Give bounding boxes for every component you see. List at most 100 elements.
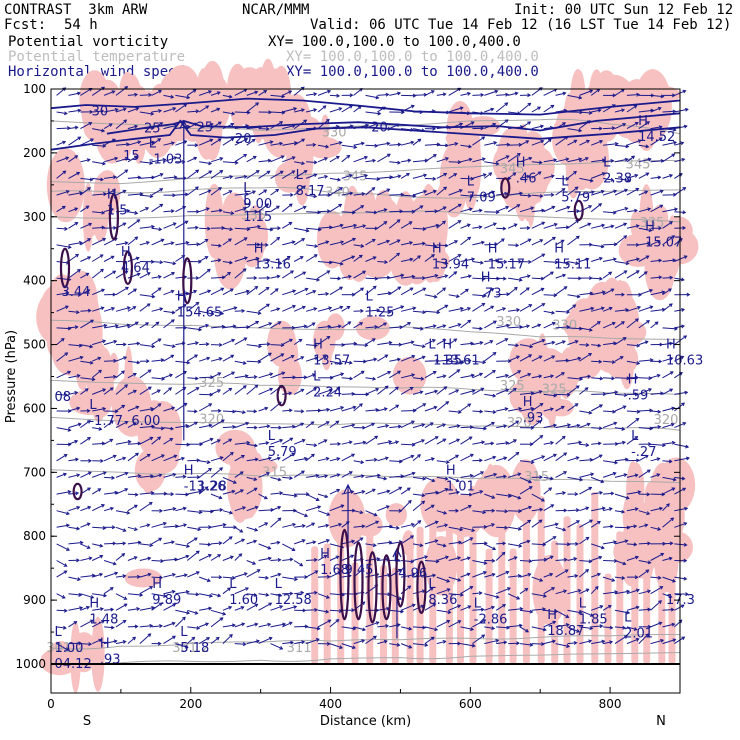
wind-vector bbox=[365, 488, 376, 495]
wind-vector bbox=[400, 604, 416, 611]
wind-vector-head bbox=[127, 439, 132, 444]
wind-vector bbox=[139, 586, 153, 595]
wind-vector bbox=[115, 169, 128, 179]
wind-vector bbox=[151, 522, 167, 528]
wind-vector-head bbox=[517, 495, 522, 500]
wind-vector bbox=[555, 239, 565, 246]
wind-vector bbox=[555, 188, 565, 196]
wind-vector-head bbox=[303, 119, 308, 124]
wind-vector bbox=[626, 225, 639, 229]
wind-vector-head bbox=[434, 436, 439, 440]
wind-vector-head bbox=[635, 375, 640, 380]
wind-vector-head bbox=[361, 192, 366, 196]
wind-vector bbox=[246, 540, 257, 545]
wind-vector-head bbox=[409, 387, 414, 391]
wind-vector bbox=[56, 244, 71, 248]
wind-vector-head bbox=[151, 344, 156, 349]
wind-vector bbox=[341, 144, 357, 148]
wind-vector-head bbox=[110, 607, 115, 612]
wind-vector bbox=[519, 354, 532, 362]
wind-vector-head bbox=[266, 303, 270, 308]
wind-vector bbox=[234, 88, 247, 96]
wind-vector bbox=[187, 327, 202, 331]
extremum-value: 18.87 bbox=[547, 624, 584, 639]
wind-vector bbox=[495, 338, 508, 346]
wind-vector-head bbox=[585, 257, 590, 262]
wind-vector bbox=[210, 187, 222, 196]
wind-vector-head bbox=[134, 124, 139, 129]
wind-vector-head bbox=[171, 589, 176, 594]
wind-vector-head bbox=[459, 527, 464, 532]
wind-vector bbox=[68, 542, 83, 545]
wind-vector-head bbox=[67, 490, 72, 494]
wind-vector-head bbox=[159, 173, 164, 177]
wind-vector bbox=[187, 459, 200, 462]
wind-vector bbox=[436, 620, 450, 628]
pv-shade-blob bbox=[565, 128, 582, 199]
wind-vector-head bbox=[348, 440, 353, 445]
wind-vector-head bbox=[360, 244, 365, 248]
wind-vector bbox=[543, 393, 557, 397]
wind-vector bbox=[436, 244, 448, 247]
wind-vector bbox=[377, 371, 391, 379]
wind-vector-head bbox=[172, 603, 177, 607]
wind-vector-head bbox=[87, 187, 91, 191]
wind-vector bbox=[222, 111, 235, 115]
extremum-value: 5.18 bbox=[180, 641, 209, 656]
extremum-value: 14.52 bbox=[638, 130, 675, 145]
wind-vector bbox=[626, 418, 639, 428]
wind-vector-head bbox=[492, 352, 497, 356]
wind-vector bbox=[579, 536, 589, 545]
wind-vector bbox=[484, 305, 494, 312]
wind-vector bbox=[127, 541, 141, 545]
wind-vector-head bbox=[445, 460, 450, 465]
wind-vector-head bbox=[429, 587, 434, 591]
wind-vector-head bbox=[340, 504, 345, 509]
wind-vector bbox=[317, 457, 329, 462]
wind-vector bbox=[353, 244, 364, 247]
pv-shade-column bbox=[668, 571, 676, 664]
wind-vector bbox=[579, 223, 591, 229]
wind-vector-head bbox=[646, 320, 650, 324]
wind-vector bbox=[531, 221, 545, 229]
wind-vector bbox=[115, 404, 125, 412]
wind-vector-head bbox=[434, 273, 439, 278]
wind-vector bbox=[151, 90, 162, 96]
extremum-value: 5.79 bbox=[268, 445, 297, 460]
wind-vector-head bbox=[323, 439, 328, 443]
wind-vector-head bbox=[112, 270, 117, 275]
wind-vector bbox=[400, 374, 415, 379]
wind-vector bbox=[294, 539, 305, 545]
wind-vector bbox=[80, 377, 95, 380]
wind-vector-head bbox=[288, 391, 293, 396]
wind-vector-head bbox=[457, 409, 462, 414]
field-pv-name: Potential vorticity bbox=[8, 34, 169, 50]
extremum-value: 13.61 bbox=[442, 354, 479, 369]
wind-vector-head bbox=[238, 553, 243, 557]
wind-vector bbox=[163, 210, 174, 213]
wind-vector-head bbox=[442, 220, 446, 225]
y-tick-label: 200 bbox=[23, 146, 46, 160]
wind-speed-contour-20 bbox=[50, 119, 681, 151]
wind-vector bbox=[591, 507, 605, 512]
wind-vector-head bbox=[548, 487, 553, 491]
wind-vector bbox=[591, 244, 604, 248]
wind-vector-head bbox=[351, 292, 356, 297]
wind-vector bbox=[294, 592, 304, 595]
wind-vector bbox=[92, 608, 104, 611]
wind-vector bbox=[80, 238, 91, 246]
wind-vector bbox=[531, 339, 545, 346]
wind-vector-head bbox=[266, 170, 271, 175]
wind-vector-head bbox=[279, 491, 284, 496]
wind-vector bbox=[68, 474, 80, 478]
wind-vector-head bbox=[526, 174, 531, 179]
wind-vector-head bbox=[649, 288, 654, 293]
wind-vector bbox=[614, 626, 626, 629]
wind-vector-head bbox=[158, 89, 163, 94]
wind-vector bbox=[92, 408, 106, 412]
wind-vector bbox=[638, 590, 651, 595]
wind-vector-head bbox=[88, 458, 92, 463]
wind-vector-head bbox=[479, 409, 484, 414]
wind-vector-head bbox=[598, 359, 603, 364]
wind-vector bbox=[234, 506, 246, 512]
